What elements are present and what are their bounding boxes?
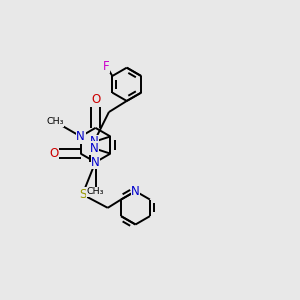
Text: N: N: [90, 135, 98, 148]
Text: S: S: [79, 188, 86, 201]
Text: N: N: [90, 142, 98, 155]
Text: CH₃: CH₃: [87, 188, 104, 196]
Text: CH₃: CH₃: [46, 117, 64, 126]
Text: N: N: [76, 130, 85, 143]
Text: F: F: [103, 60, 110, 73]
Text: N: N: [91, 156, 100, 169]
Text: O: O: [91, 93, 100, 106]
Text: N: N: [131, 185, 140, 198]
Text: O: O: [49, 147, 58, 160]
